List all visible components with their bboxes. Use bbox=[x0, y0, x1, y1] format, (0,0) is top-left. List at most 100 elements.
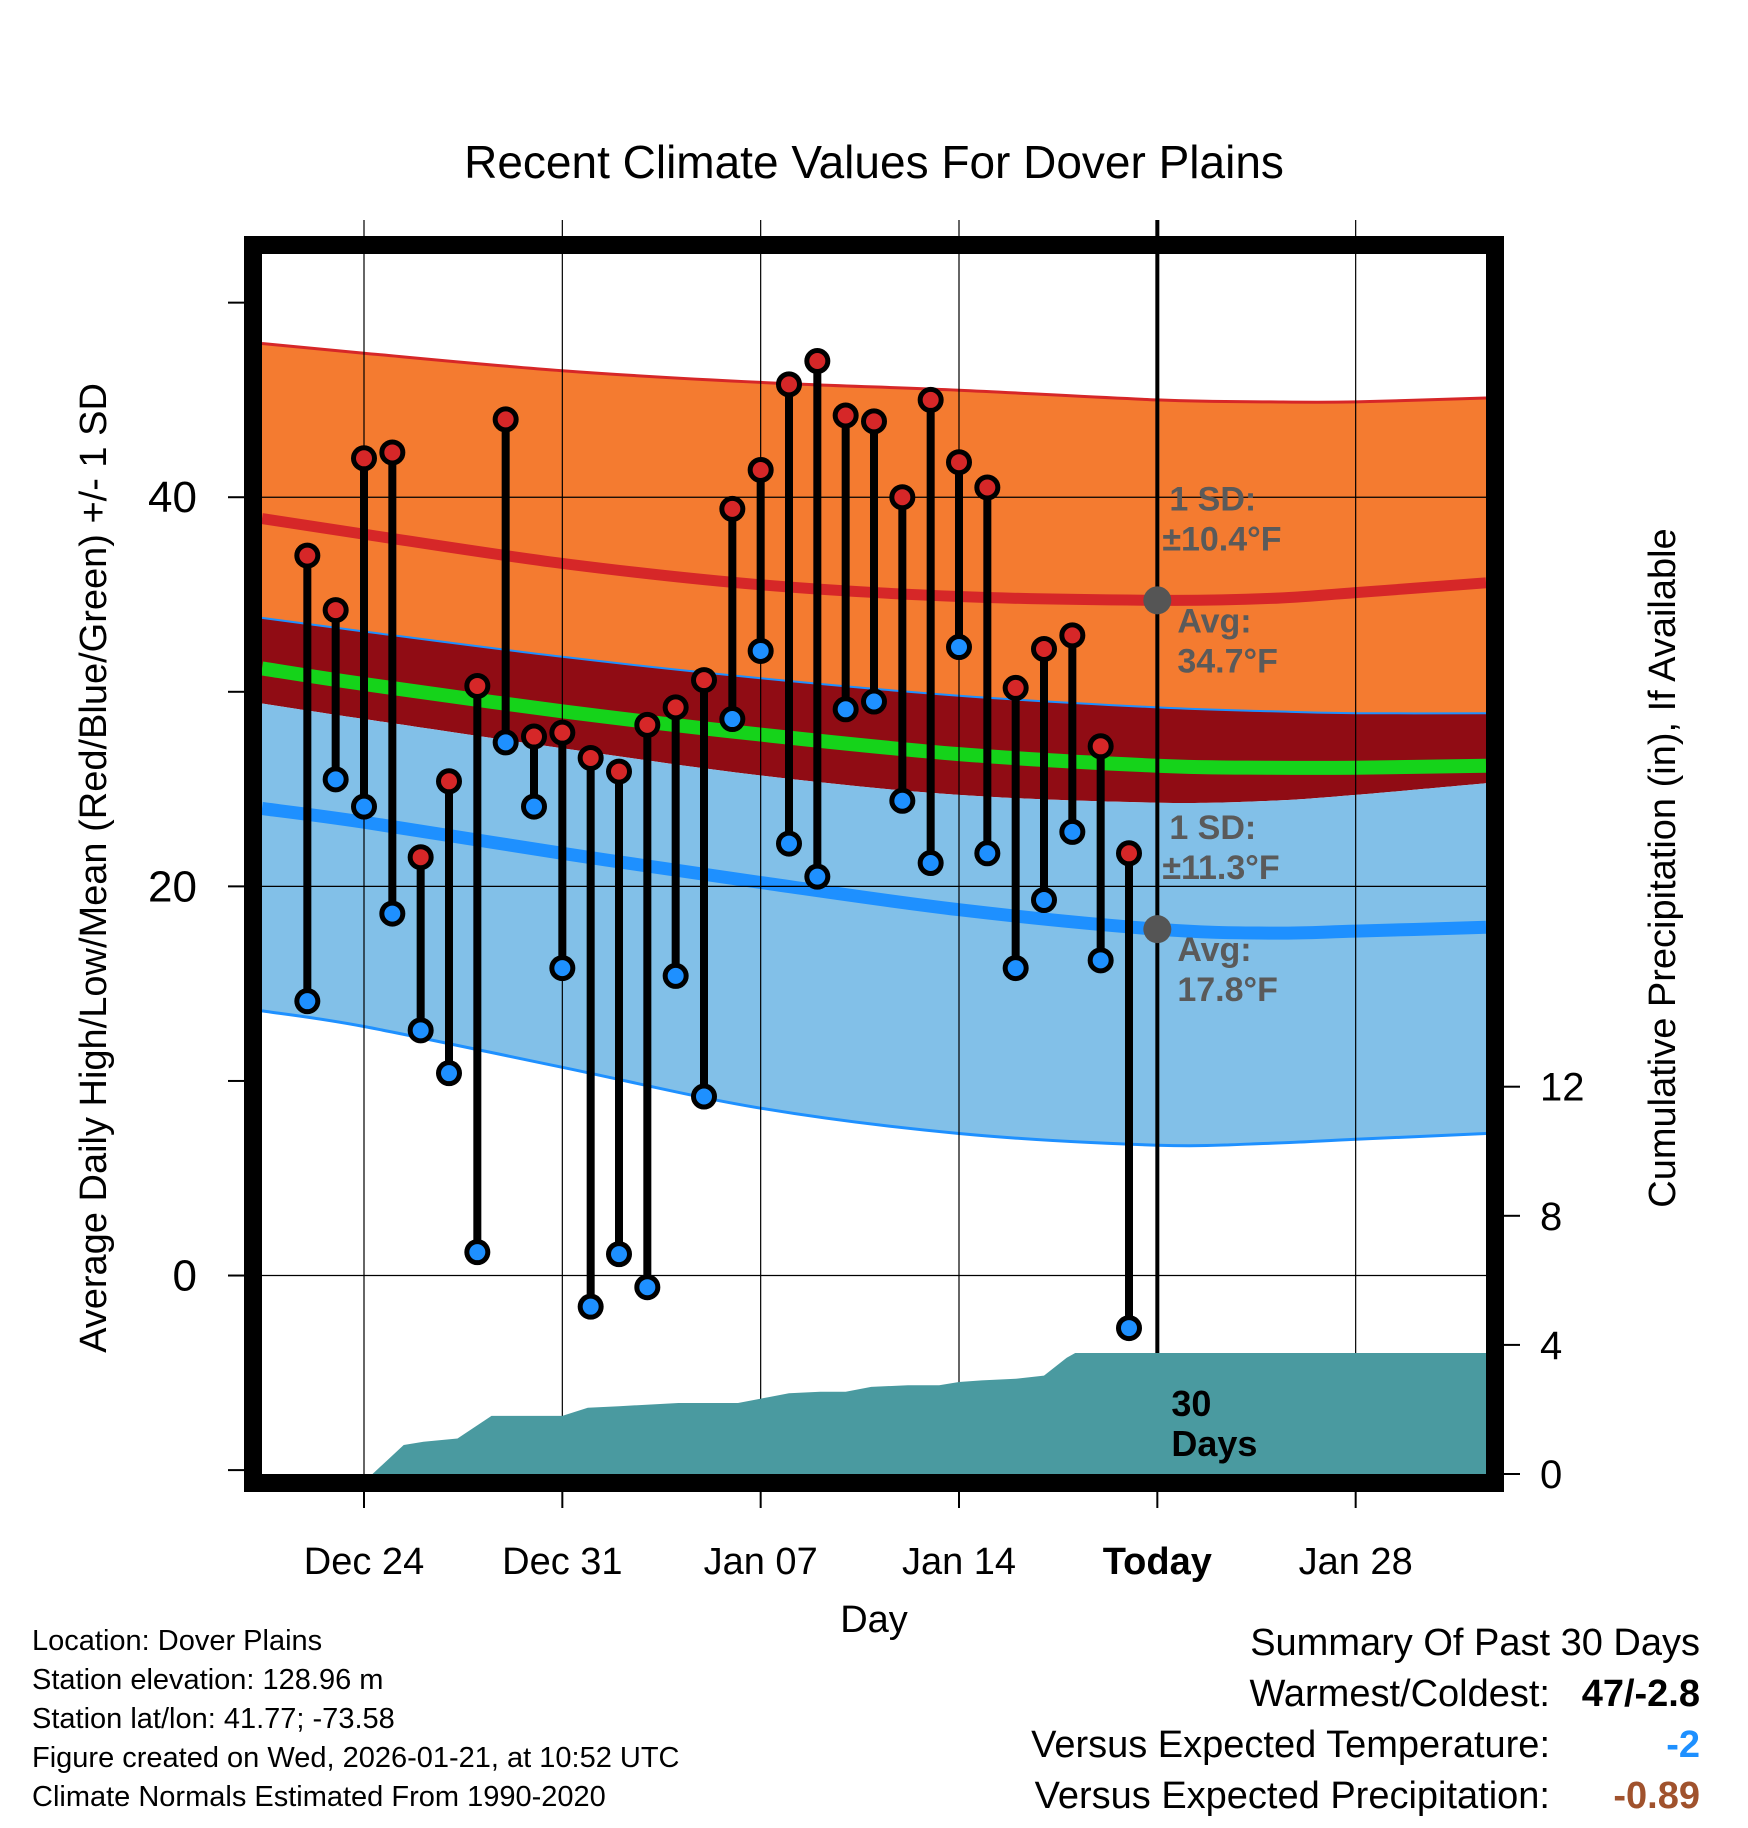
daily-low-point bbox=[832, 696, 859, 723]
chart-title: Recent Climate Values For Dover Plains bbox=[464, 136, 1284, 188]
normals-text: Climate Normals Estimated From 1990-2020 bbox=[32, 1781, 606, 1813]
high-avg-label: Avg: bbox=[1177, 602, 1251, 640]
daily-high-point bbox=[379, 439, 406, 466]
high-avg-value: 34.7°F bbox=[1177, 642, 1278, 680]
summary-temp-row: Versus Expected Temperature: -2 bbox=[1031, 1720, 1700, 1771]
daily-temperature-marks bbox=[294, 348, 1142, 1342]
daily-low-point bbox=[521, 793, 547, 820]
daily-high-point bbox=[917, 386, 944, 413]
high-lower-edge bbox=[261, 616, 1487, 715]
summary-title: Summary Of Past 30 Days bbox=[1250, 1622, 1700, 1664]
daily-high-point bbox=[1059, 622, 1086, 649]
low-avg-value: 17.8°F bbox=[1177, 971, 1278, 1009]
summary-warmest-row: Warmest/Coldest: 47/-2.8 bbox=[1031, 1669, 1700, 1720]
x-tick-label: Jan 28 bbox=[1299, 1541, 1413, 1583]
daily-low-point bbox=[1116, 1315, 1142, 1342]
daily-high-point bbox=[322, 597, 349, 624]
daily-low-point bbox=[889, 787, 916, 814]
y-left-tick-label: 40 bbox=[148, 473, 197, 522]
low-average-marker bbox=[1143, 915, 1172, 944]
y-axis-left-label: Average Daily High/Low/Mean (Red/Blue/Gr… bbox=[73, 383, 115, 1353]
daily-high-point bbox=[776, 371, 802, 398]
daily-low-point bbox=[407, 1017, 434, 1044]
summary-panel: Summary Of Past 30 Days Warmest/Coldest:… bbox=[1031, 1618, 1700, 1822]
temp-departure-label: Versus Expected Temperature: bbox=[1031, 1724, 1550, 1766]
y-right-tick-label: 8 bbox=[1540, 1195, 1562, 1239]
precip-departure-label: Versus Expected Precipitation: bbox=[1034, 1775, 1550, 1817]
daily-low-point bbox=[1059, 818, 1086, 845]
daily-low-point bbox=[861, 688, 887, 715]
daily-high-point bbox=[719, 495, 746, 522]
daily-low-point bbox=[379, 900, 406, 927]
daily-high-point bbox=[946, 449, 972, 476]
x-axis-label: Day bbox=[840, 1599, 908, 1641]
y-left-tick-label: 20 bbox=[148, 862, 197, 911]
daily-high-point bbox=[436, 768, 462, 795]
elevation-text: Station elevation: 128.96 m bbox=[32, 1664, 384, 1696]
y-right-tick-label: 4 bbox=[1540, 1324, 1562, 1368]
x-tick-label: Today bbox=[1103, 1541, 1212, 1583]
daily-high-point bbox=[1116, 840, 1142, 867]
x-tick-label: Jan 07 bbox=[704, 1541, 818, 1583]
daily-low-point bbox=[719, 706, 746, 733]
daily-high-point bbox=[492, 406, 519, 433]
daily-low-point bbox=[917, 850, 944, 877]
daily-high-point bbox=[804, 348, 831, 375]
period-days-label: Days bbox=[1171, 1423, 1257, 1464]
summary-precip-row: Versus Expected Precipitation: -0.89 bbox=[1031, 1771, 1700, 1822]
temp-departure-value: -2 bbox=[1666, 1724, 1700, 1766]
daily-low-point bbox=[662, 962, 689, 989]
low-average-line bbox=[261, 802, 1487, 940]
y-right-tick-label: 0 bbox=[1540, 1453, 1562, 1497]
low-avg-label: Avg: bbox=[1177, 931, 1251, 969]
axes: 0 20 40 0 4 8 12 Dec 24 Dec 31 Jan 07 Jan 14 Today J… bbox=[148, 236, 1585, 1583]
daily-low-point bbox=[804, 863, 831, 890]
x-tick-label: Dec 24 bbox=[304, 1541, 424, 1583]
daily-low-point bbox=[946, 634, 972, 661]
daily-high-point bbox=[832, 402, 859, 429]
low-sd-label: 1 SD: bbox=[1169, 809, 1256, 847]
high-upper-edge bbox=[261, 342, 1487, 404]
y-left-tick-label: 0 bbox=[173, 1252, 197, 1301]
daily-low-point bbox=[351, 793, 377, 820]
mean-line bbox=[260, 661, 1487, 775]
precipitation-area bbox=[290, 1353, 1486, 1474]
x-tick-label: Dec 31 bbox=[502, 1541, 622, 1583]
daily-low-point bbox=[691, 1083, 717, 1110]
daily-low-point bbox=[436, 1060, 462, 1087]
daily-low-point bbox=[974, 840, 1001, 867]
daily-high-point bbox=[634, 711, 661, 738]
daily-high-point bbox=[889, 484, 916, 511]
daily-high-point bbox=[861, 408, 887, 435]
daily-low-point bbox=[1002, 955, 1029, 982]
daily-high-point bbox=[1087, 733, 1114, 760]
y-axis-right-label: Cumulative Precipitation (in), If Availa… bbox=[1642, 528, 1684, 1207]
daily-low-point bbox=[776, 830, 802, 857]
grid-lines bbox=[228, 220, 1486, 1474]
daily-high-point bbox=[747, 456, 774, 483]
daily-low-point bbox=[577, 1293, 604, 1320]
daily-high-point bbox=[1002, 674, 1029, 701]
location-text: Location: Dover Plains bbox=[32, 1625, 323, 1657]
daily-low-point bbox=[1087, 947, 1114, 974]
daily-high-point bbox=[294, 542, 321, 569]
daily-low-point bbox=[322, 766, 349, 793]
daily-low-point bbox=[464, 1239, 491, 1266]
daily-low-point bbox=[634, 1274, 661, 1301]
precip-departure-value: -0.89 bbox=[1613, 1775, 1700, 1817]
daily-high-point bbox=[464, 672, 491, 699]
daily-low-point bbox=[1031, 886, 1057, 913]
plot-frame bbox=[244, 236, 1504, 1492]
high-sd-value: ±10.4°F bbox=[1162, 520, 1281, 558]
daily-low-point bbox=[549, 955, 576, 982]
daily-high-point bbox=[351, 445, 377, 472]
normal-bands bbox=[260, 342, 1487, 1148]
x-tick-label: Jan 14 bbox=[902, 1541, 1016, 1583]
daily-high-point bbox=[691, 667, 717, 694]
warmest-value: 47/-2.8 bbox=[1581, 1673, 1700, 1715]
high-sd-label: 1 SD: bbox=[1169, 480, 1256, 518]
created-text: Figure created on Wed, 2026-01-21, at 10… bbox=[32, 1742, 680, 1774]
daily-low-point bbox=[492, 729, 519, 756]
daily-high-point bbox=[521, 723, 547, 750]
